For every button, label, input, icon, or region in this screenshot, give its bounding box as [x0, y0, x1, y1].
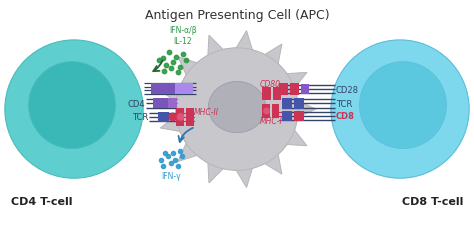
Circle shape [176, 49, 298, 171]
Point [159, 165, 167, 169]
Text: CD8: CD8 [336, 112, 355, 121]
Bar [262, 105, 270, 118]
Bar [294, 98, 304, 109]
Circle shape [263, 108, 270, 115]
Text: IFN-α/β
IL-12: IFN-α/β IL-12 [169, 26, 197, 46]
Text: TCR: TCR [132, 113, 148, 122]
Bar [158, 112, 169, 123]
Point [155, 59, 163, 62]
Point [160, 69, 168, 73]
Text: CD28: CD28 [336, 85, 359, 94]
Point [178, 155, 185, 159]
Bar [272, 105, 280, 118]
Bar [291, 84, 299, 96]
Point [157, 159, 165, 163]
Point [174, 165, 182, 169]
Point [174, 70, 182, 74]
Bar [283, 98, 292, 109]
Circle shape [331, 41, 469, 178]
Bar [175, 84, 192, 94]
Circle shape [359, 62, 447, 149]
Point [162, 63, 170, 67]
Bar [301, 85, 309, 95]
Bar [161, 99, 168, 109]
Text: MHC-I: MHC-I [260, 117, 283, 126]
Text: CD80: CD80 [260, 79, 281, 88]
Circle shape [5, 41, 143, 178]
Text: CD8 T-cell: CD8 T-cell [402, 196, 463, 206]
Text: TCR: TCR [336, 99, 352, 108]
Circle shape [177, 114, 185, 121]
Circle shape [264, 91, 270, 97]
Point [176, 65, 183, 69]
Text: CD4: CD4 [128, 99, 145, 108]
Point [167, 162, 174, 166]
Bar [294, 111, 304, 122]
Point [164, 155, 172, 159]
Point [169, 60, 177, 64]
Bar [168, 99, 177, 109]
Point [171, 159, 179, 163]
Point [167, 66, 174, 70]
Bar [151, 84, 175, 94]
Bar [176, 109, 183, 126]
Bar [280, 84, 288, 96]
Point [159, 57, 167, 60]
Text: Antigen Presenting Cell (APC): Antigen Presenting Cell (APC) [145, 9, 329, 22]
Text: IFN-γ: IFN-γ [161, 172, 181, 180]
Bar [283, 111, 292, 122]
Bar [186, 109, 193, 126]
Point [182, 59, 190, 62]
Text: MHC-II: MHC-II [193, 107, 219, 116]
Bar [153, 99, 161, 109]
Bar [262, 87, 271, 100]
Text: CD4 T-cell: CD4 T-cell [11, 196, 72, 206]
Circle shape [28, 62, 116, 149]
Point [165, 51, 173, 54]
Point [179, 53, 186, 56]
Point [169, 151, 177, 155]
Point [176, 149, 183, 153]
Bar [273, 87, 282, 100]
Circle shape [168, 113, 177, 122]
Point [161, 151, 169, 155]
Ellipse shape [209, 82, 265, 133]
Point [172, 56, 180, 59]
Polygon shape [160, 31, 316, 188]
